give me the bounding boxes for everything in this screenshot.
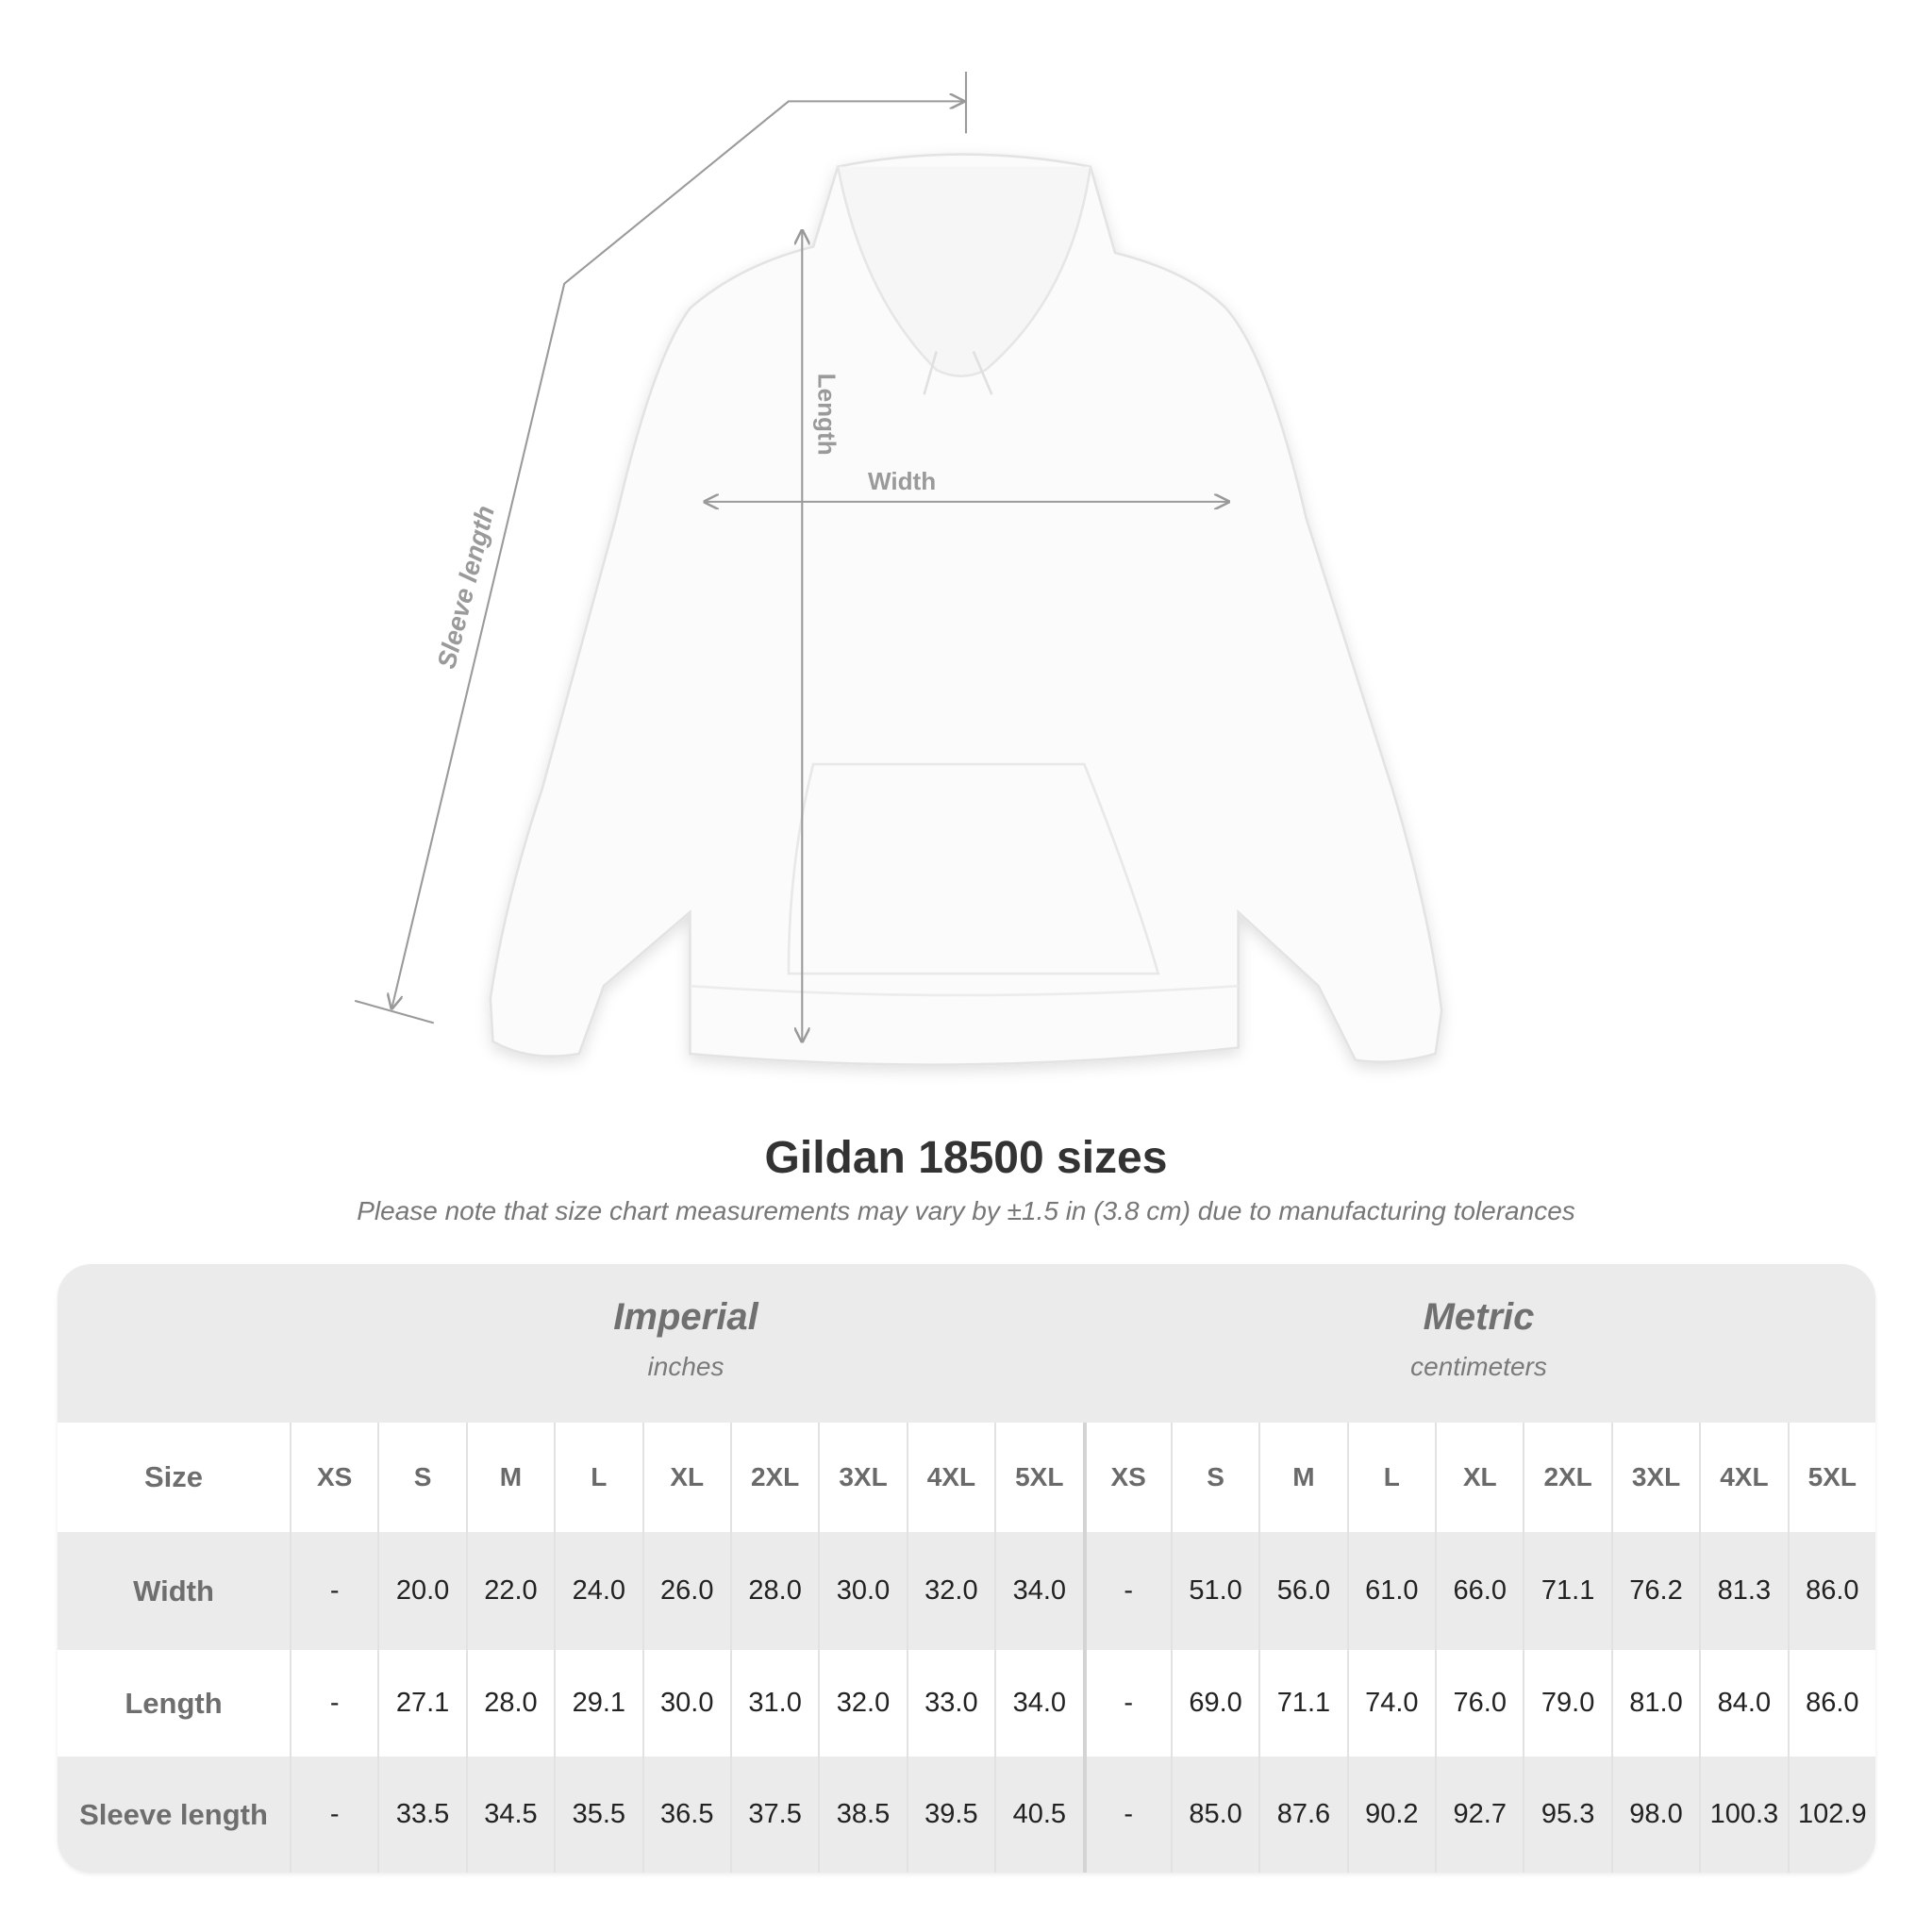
table-cell: 30.0 [818, 1532, 906, 1650]
size-header-cell: 5XL [1787, 1423, 1875, 1532]
table-cell: - [290, 1757, 377, 1873]
metric-header: Metric centimeters [1082, 1264, 1875, 1423]
table-cell: 102.9 [1787, 1757, 1875, 1873]
size-header-cell: M [465, 1423, 554, 1532]
table-cell: 79.0 [1523, 1650, 1610, 1757]
table-cell: 76.2 [1610, 1532, 1699, 1650]
size-table: Imperial inches Metric centimeters Size X… [58, 1264, 1875, 1873]
size-header-cell: 2XL [1523, 1423, 1610, 1532]
table-cell: 40.5 [994, 1757, 1082, 1873]
imperial-unit: inches [647, 1352, 724, 1381]
table-cell: 39.5 [906, 1757, 994, 1873]
table-row: Sleeve length -33.5 34.5 35.5 36.5 37.5 38.5 39… [58, 1757, 1875, 1873]
size-header-cell: XL [641, 1423, 730, 1532]
hoodie-image [489, 153, 1443, 1066]
table-cell: 71.1 [1258, 1650, 1346, 1757]
table-cell: 34.5 [465, 1757, 554, 1873]
table-cell: 35.5 [554, 1757, 641, 1873]
row-label: Width [133, 1574, 214, 1607]
table-cell: 74.0 [1346, 1650, 1435, 1757]
table-cell: 61.0 [1346, 1532, 1435, 1650]
table-cell: 26.0 [641, 1532, 730, 1650]
table-cell: 84.0 [1699, 1650, 1787, 1757]
table-cell: - [1082, 1650, 1171, 1757]
table-cell: 87.6 [1258, 1757, 1346, 1873]
hoodie-measurement-diagram: Sleeve length Length Width [354, 72, 1443, 1066]
size-header-cell: 4XL [906, 1423, 994, 1532]
table-cell: 20.0 [377, 1532, 465, 1650]
imperial-header: Imperial inches [290, 1264, 1082, 1423]
size-header-cell: L [554, 1423, 641, 1532]
row-label: Length [125, 1686, 223, 1720]
table-cell: 92.7 [1435, 1757, 1523, 1873]
page-title: Gildan 18500 sizes [764, 1133, 1168, 1183]
size-header-cell: XS [1082, 1423, 1171, 1532]
row-label: Sleeve length [79, 1797, 268, 1831]
row-label: Size [143, 1460, 204, 1493]
size-header-cell: XS [290, 1423, 377, 1532]
table-cell: 28.0 [729, 1532, 818, 1650]
metric-label: Metric [1423, 1296, 1535, 1338]
size-header-cell: S [1170, 1423, 1258, 1532]
table-cell: 56.0 [1258, 1532, 1346, 1650]
table-cell: 71.1 [1523, 1532, 1610, 1650]
table-cell: 69.0 [1170, 1650, 1258, 1757]
size-header-cell: M [1258, 1423, 1346, 1532]
size-header-row: Size XS S M L XL 2XL 3XL 4XL 5XL XS S M L XL 2XL 3XL 4XL 5… [58, 1423, 1875, 1532]
size-header-cell: 2XL [729, 1423, 818, 1532]
table-cell: - [290, 1532, 377, 1650]
table-cell: 86.0 [1787, 1650, 1875, 1757]
size-header-cell: 4XL [1699, 1423, 1787, 1532]
table-cell: 32.0 [818, 1650, 906, 1757]
table-cell: 28.0 [465, 1650, 554, 1757]
table-cell: - [1082, 1757, 1171, 1873]
size-header-cell: 3XL [818, 1423, 906, 1532]
table-cell: 29.1 [554, 1650, 641, 1757]
table-cell: 86.0 [1787, 1532, 1875, 1650]
table-row: Width -20.0 22.0 24.0 26.0 28.0 30.0 32.0 34.0-5… [58, 1532, 1875, 1650]
table-cell: 24.0 [554, 1532, 641, 1650]
table-cell: 32.0 [906, 1532, 994, 1650]
imperial-label: Imperial [613, 1296, 758, 1338]
size-header-cell: XL [1435, 1423, 1523, 1532]
sleeve-length-label: Sleeve length [431, 503, 500, 672]
size-header-cell: 5XL [994, 1423, 1082, 1532]
table-cell: 76.0 [1435, 1650, 1523, 1757]
table-cell: 34.0 [994, 1532, 1082, 1650]
table-cell: 34.0 [994, 1650, 1082, 1757]
table-cell: 81.0 [1610, 1650, 1699, 1757]
measurement-lines [354, 72, 1228, 1041]
table-cell: - [290, 1650, 377, 1757]
table-cell: 90.2 [1346, 1757, 1435, 1873]
table-cell: 95.3 [1523, 1757, 1610, 1873]
table-cell: 33.0 [906, 1650, 994, 1757]
table-cell: 33.5 [377, 1757, 465, 1873]
table-cell: 51.0 [1170, 1532, 1258, 1650]
table-cell: 38.5 [818, 1757, 906, 1873]
table-cell: 22.0 [465, 1532, 554, 1650]
table-cell: 98.0 [1610, 1757, 1699, 1873]
table-cell: 37.5 [729, 1757, 818, 1873]
width-label: Width [868, 467, 936, 495]
table-cell: - [1082, 1532, 1171, 1650]
table-cell: 100.3 [1699, 1757, 1787, 1873]
metric-unit: centimeters [1410, 1352, 1547, 1381]
table-row: Length -27.1 28.0 29.1 30.0 31.0 32.0 33.0 34.0-… [58, 1650, 1875, 1757]
length-label: Length [812, 374, 841, 456]
size-header-cell: 3XL [1610, 1423, 1699, 1532]
table-cell: 30.0 [641, 1650, 730, 1757]
tolerance-note: Please note that size chart measurements… [357, 1196, 1575, 1225]
table-cell: 85.0 [1170, 1757, 1258, 1873]
table-cell: 27.1 [377, 1650, 465, 1757]
table-cell: 81.3 [1699, 1532, 1787, 1650]
table-cell: 66.0 [1435, 1532, 1523, 1650]
table-cell: 36.5 [641, 1757, 730, 1873]
size-header-cell: L [1346, 1423, 1435, 1532]
table-cell: 31.0 [729, 1650, 818, 1757]
size-header-cell: S [377, 1423, 465, 1532]
